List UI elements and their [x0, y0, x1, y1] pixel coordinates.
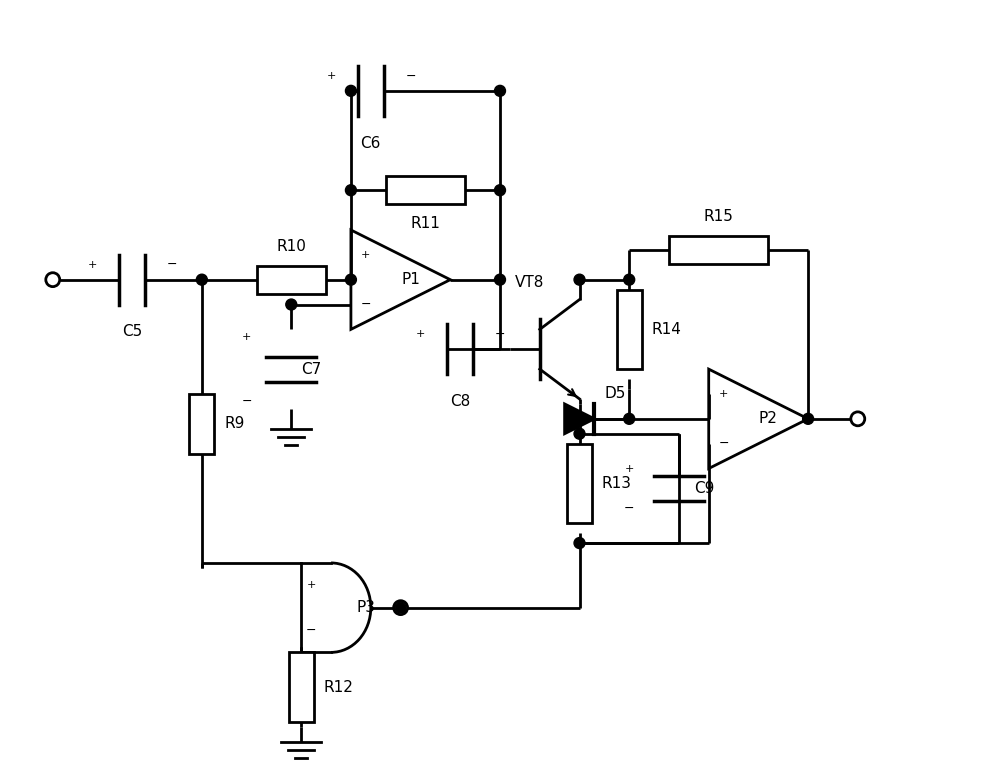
Bar — [567, 443, 592, 523]
Text: +: + — [326, 71, 336, 81]
Text: P2: P2 — [759, 412, 778, 426]
Text: C6: C6 — [361, 135, 381, 151]
Bar — [617, 289, 642, 369]
Text: −: − — [718, 437, 729, 450]
Circle shape — [574, 538, 585, 548]
Circle shape — [574, 428, 585, 440]
Text: +: + — [416, 329, 425, 339]
Text: P1: P1 — [401, 272, 420, 287]
Text: +: + — [242, 332, 251, 342]
Text: C7: C7 — [301, 362, 321, 377]
Bar — [386, 177, 465, 204]
Circle shape — [345, 274, 356, 286]
Text: +: + — [719, 389, 728, 399]
Text: −: − — [361, 298, 371, 311]
Circle shape — [495, 86, 505, 96]
Circle shape — [46, 273, 60, 286]
Text: R13: R13 — [602, 476, 632, 491]
Circle shape — [495, 184, 505, 196]
Circle shape — [394, 601, 408, 615]
Text: −: − — [167, 258, 177, 272]
Text: +: + — [625, 464, 634, 474]
Text: P3: P3 — [356, 600, 375, 615]
Circle shape — [624, 413, 635, 424]
Text: R12: R12 — [324, 680, 353, 695]
Circle shape — [345, 86, 356, 96]
Bar — [257, 266, 326, 293]
Circle shape — [495, 274, 505, 286]
Circle shape — [803, 413, 814, 424]
Circle shape — [345, 184, 356, 196]
Text: R10: R10 — [276, 239, 306, 254]
Text: −: − — [241, 394, 252, 408]
Text: R9: R9 — [224, 416, 245, 431]
Circle shape — [851, 412, 865, 426]
Text: C8: C8 — [450, 394, 470, 409]
Text: C9: C9 — [694, 481, 714, 496]
Text: C5: C5 — [122, 324, 142, 339]
Bar — [669, 236, 768, 264]
Text: +: + — [361, 250, 371, 260]
Text: −: − — [306, 623, 316, 636]
Circle shape — [395, 602, 406, 613]
Bar — [289, 653, 314, 722]
Polygon shape — [565, 404, 594, 433]
Circle shape — [624, 274, 635, 286]
Text: +: + — [88, 260, 97, 270]
Text: −: − — [495, 328, 505, 341]
Text: +: + — [306, 580, 316, 591]
Circle shape — [196, 274, 207, 286]
Text: D5: D5 — [604, 387, 626, 401]
Text: R14: R14 — [652, 322, 681, 337]
Text: −: − — [624, 502, 634, 515]
Text: R15: R15 — [704, 209, 734, 224]
Text: R11: R11 — [411, 216, 440, 231]
Text: VT8: VT8 — [515, 275, 545, 289]
Circle shape — [286, 299, 297, 310]
Bar — [189, 394, 214, 454]
Circle shape — [574, 274, 585, 286]
Text: −: − — [405, 69, 416, 82]
